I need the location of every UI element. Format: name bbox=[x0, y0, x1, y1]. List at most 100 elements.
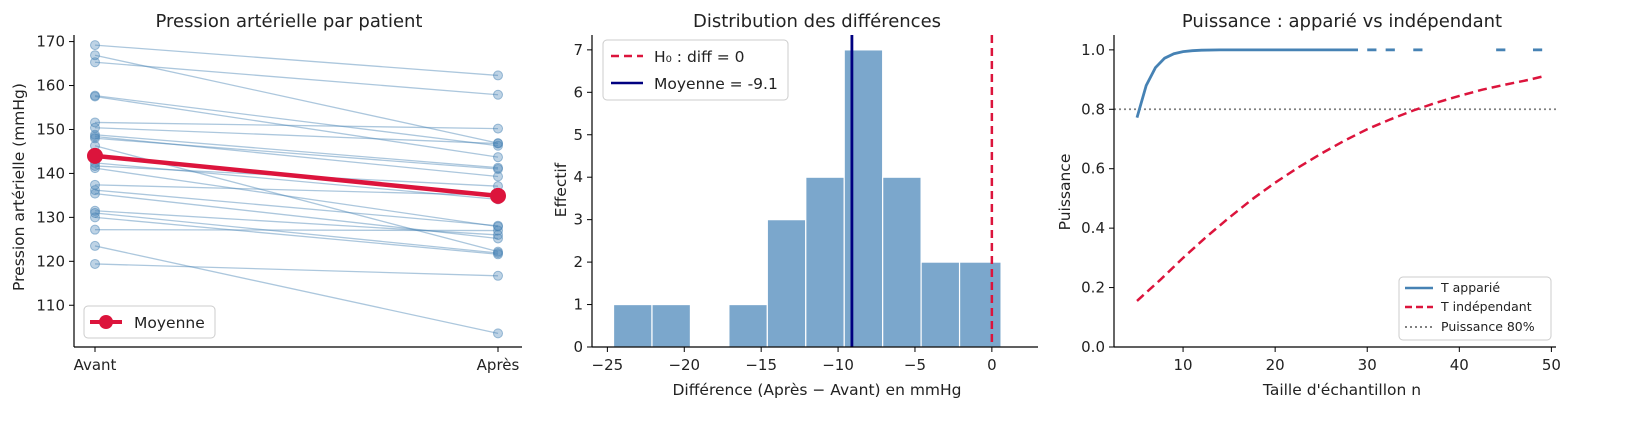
patient-point-after bbox=[493, 89, 503, 100]
patient-line bbox=[90, 188, 503, 244]
patient-line bbox=[90, 258, 503, 281]
mean-series bbox=[87, 147, 506, 204]
y-tick-label: 150 bbox=[36, 120, 65, 138]
patient-point-before bbox=[90, 91, 100, 102]
panel-power: Puissance : apparié vs indépendant 10 20 3… bbox=[1056, 11, 1561, 399]
legend-box bbox=[83, 305, 216, 339]
legend-threshold-label: Puissance 80% bbox=[1441, 319, 1535, 334]
patient-point-after bbox=[493, 270, 503, 281]
patient-connector bbox=[94, 245, 499, 335]
y-tick-label: 140 bbox=[36, 164, 65, 182]
patient-connector bbox=[94, 95, 499, 158]
patient-point-after bbox=[493, 123, 503, 134]
y-axis-label: Effectif bbox=[552, 162, 570, 217]
power-series bbox=[1135, 48, 1543, 302]
patient-point-after bbox=[493, 328, 503, 339]
y-tick-label: 0.0 bbox=[1081, 338, 1105, 356]
patient-line bbox=[90, 140, 503, 257]
patient-line bbox=[90, 240, 503, 339]
x-tick-label: −20 bbox=[668, 356, 700, 374]
y-tick-label: 4 bbox=[573, 168, 583, 186]
x-tick-label: 40 bbox=[1450, 356, 1469, 374]
x-tick-label: 0 bbox=[987, 356, 997, 374]
patient-connector bbox=[94, 44, 499, 77]
patient-point-after bbox=[493, 233, 503, 244]
patient-point-after bbox=[493, 138, 503, 149]
patient-point-before bbox=[90, 258, 100, 269]
patient-connector bbox=[94, 263, 499, 277]
patient-line bbox=[90, 163, 503, 232]
patient-point-after bbox=[493, 164, 503, 175]
histogram-bar bbox=[920, 261, 961, 348]
y-tick-label: 0.4 bbox=[1081, 219, 1105, 237]
patient-connector bbox=[94, 184, 499, 197]
x-tick-label: 10 bbox=[1174, 356, 1193, 374]
patient-point-before bbox=[90, 40, 100, 51]
patient-point-after bbox=[493, 225, 503, 236]
patient-connector bbox=[94, 216, 499, 255]
patient-point-after bbox=[493, 171, 503, 182]
y-tick-label: 0.8 bbox=[1081, 100, 1105, 118]
x-tick-label: 50 bbox=[1542, 356, 1561, 374]
patient-connector bbox=[94, 135, 499, 178]
axes: Avant Après 110 120 130 140 150 160 170 bbox=[36, 33, 522, 374]
patient-point-before bbox=[90, 163, 100, 174]
histogram-bar bbox=[766, 219, 807, 348]
y-tick-label: 110 bbox=[36, 296, 65, 314]
histogram-bar bbox=[805, 176, 845, 348]
x-tick-label: −5 bbox=[904, 356, 926, 374]
chart-title: Distribution des différences bbox=[693, 11, 941, 32]
patient-line bbox=[90, 212, 503, 260]
patient-connector bbox=[94, 210, 499, 236]
y-tick-label: 160 bbox=[36, 77, 65, 95]
patient-line bbox=[90, 50, 503, 149]
mean-point-after bbox=[490, 187, 506, 204]
patient-line bbox=[90, 40, 503, 81]
reference-lines bbox=[850, 35, 994, 347]
legend-mean-label: Moyenne = -9.1 bbox=[654, 75, 778, 93]
patient-point-before bbox=[90, 50, 100, 61]
patient-connector bbox=[94, 121, 499, 130]
y-tick-label: 0 bbox=[573, 338, 583, 356]
patient-connector bbox=[94, 137, 499, 170]
legend-independent-label: T indépendant bbox=[1440, 299, 1532, 314]
legend-box bbox=[602, 39, 789, 101]
patient-connector bbox=[94, 167, 499, 228]
patient-point-before bbox=[90, 188, 100, 199]
mean-line bbox=[94, 153, 499, 199]
patient-point-after bbox=[493, 152, 503, 163]
axes: 10 20 30 40 50 0.0 0.2 0.4 0.6 0.8 1.0 bbox=[1081, 35, 1561, 374]
patient-line bbox=[90, 91, 503, 163]
histogram-bar bbox=[651, 303, 692, 348]
y-tick-label: 120 bbox=[36, 252, 65, 270]
y-tick-label: 1.0 bbox=[1081, 41, 1105, 59]
patient-connector bbox=[94, 162, 499, 200]
patient-point-before bbox=[90, 133, 100, 144]
x-axis-label: Différence (Après − Avant) en mmHg bbox=[672, 381, 961, 399]
histogram-bars bbox=[612, 49, 1002, 348]
x-tick-label: Avant bbox=[74, 356, 117, 374]
patient-point-before bbox=[90, 212, 100, 223]
y-tick-label: 5 bbox=[573, 126, 583, 144]
x-tick-label: −25 bbox=[592, 356, 624, 374]
y-tick-label: 7 bbox=[573, 41, 583, 59]
independent-series-line bbox=[1136, 75, 1543, 302]
panel-pressure: Pression artérielle par patient Avant Apr… bbox=[10, 11, 522, 374]
patient-connector bbox=[94, 212, 499, 254]
x-axis-label: Taille d'échantillon n bbox=[1262, 381, 1421, 399]
legend: H₀ : diff = 0 Moyenne = -9.1 bbox=[602, 39, 789, 101]
histogram-bar bbox=[612, 303, 653, 348]
y-tick-label: 0.2 bbox=[1081, 279, 1105, 297]
y-tick-label: 6 bbox=[573, 83, 583, 101]
y-tick-label: 170 bbox=[36, 33, 65, 51]
patient-connector bbox=[94, 229, 499, 232]
patient-point-before bbox=[90, 185, 100, 196]
histogram-bar bbox=[882, 176, 922, 348]
patient-connector bbox=[94, 192, 499, 240]
y-tick-label: 3 bbox=[573, 211, 583, 229]
patient-point-before bbox=[90, 117, 100, 128]
patient-point-before bbox=[90, 240, 100, 251]
panel-differences: Distribution des différences −25 −20 −15 −1… bbox=[552, 11, 1038, 399]
legend-label: Moyenne bbox=[134, 314, 205, 332]
